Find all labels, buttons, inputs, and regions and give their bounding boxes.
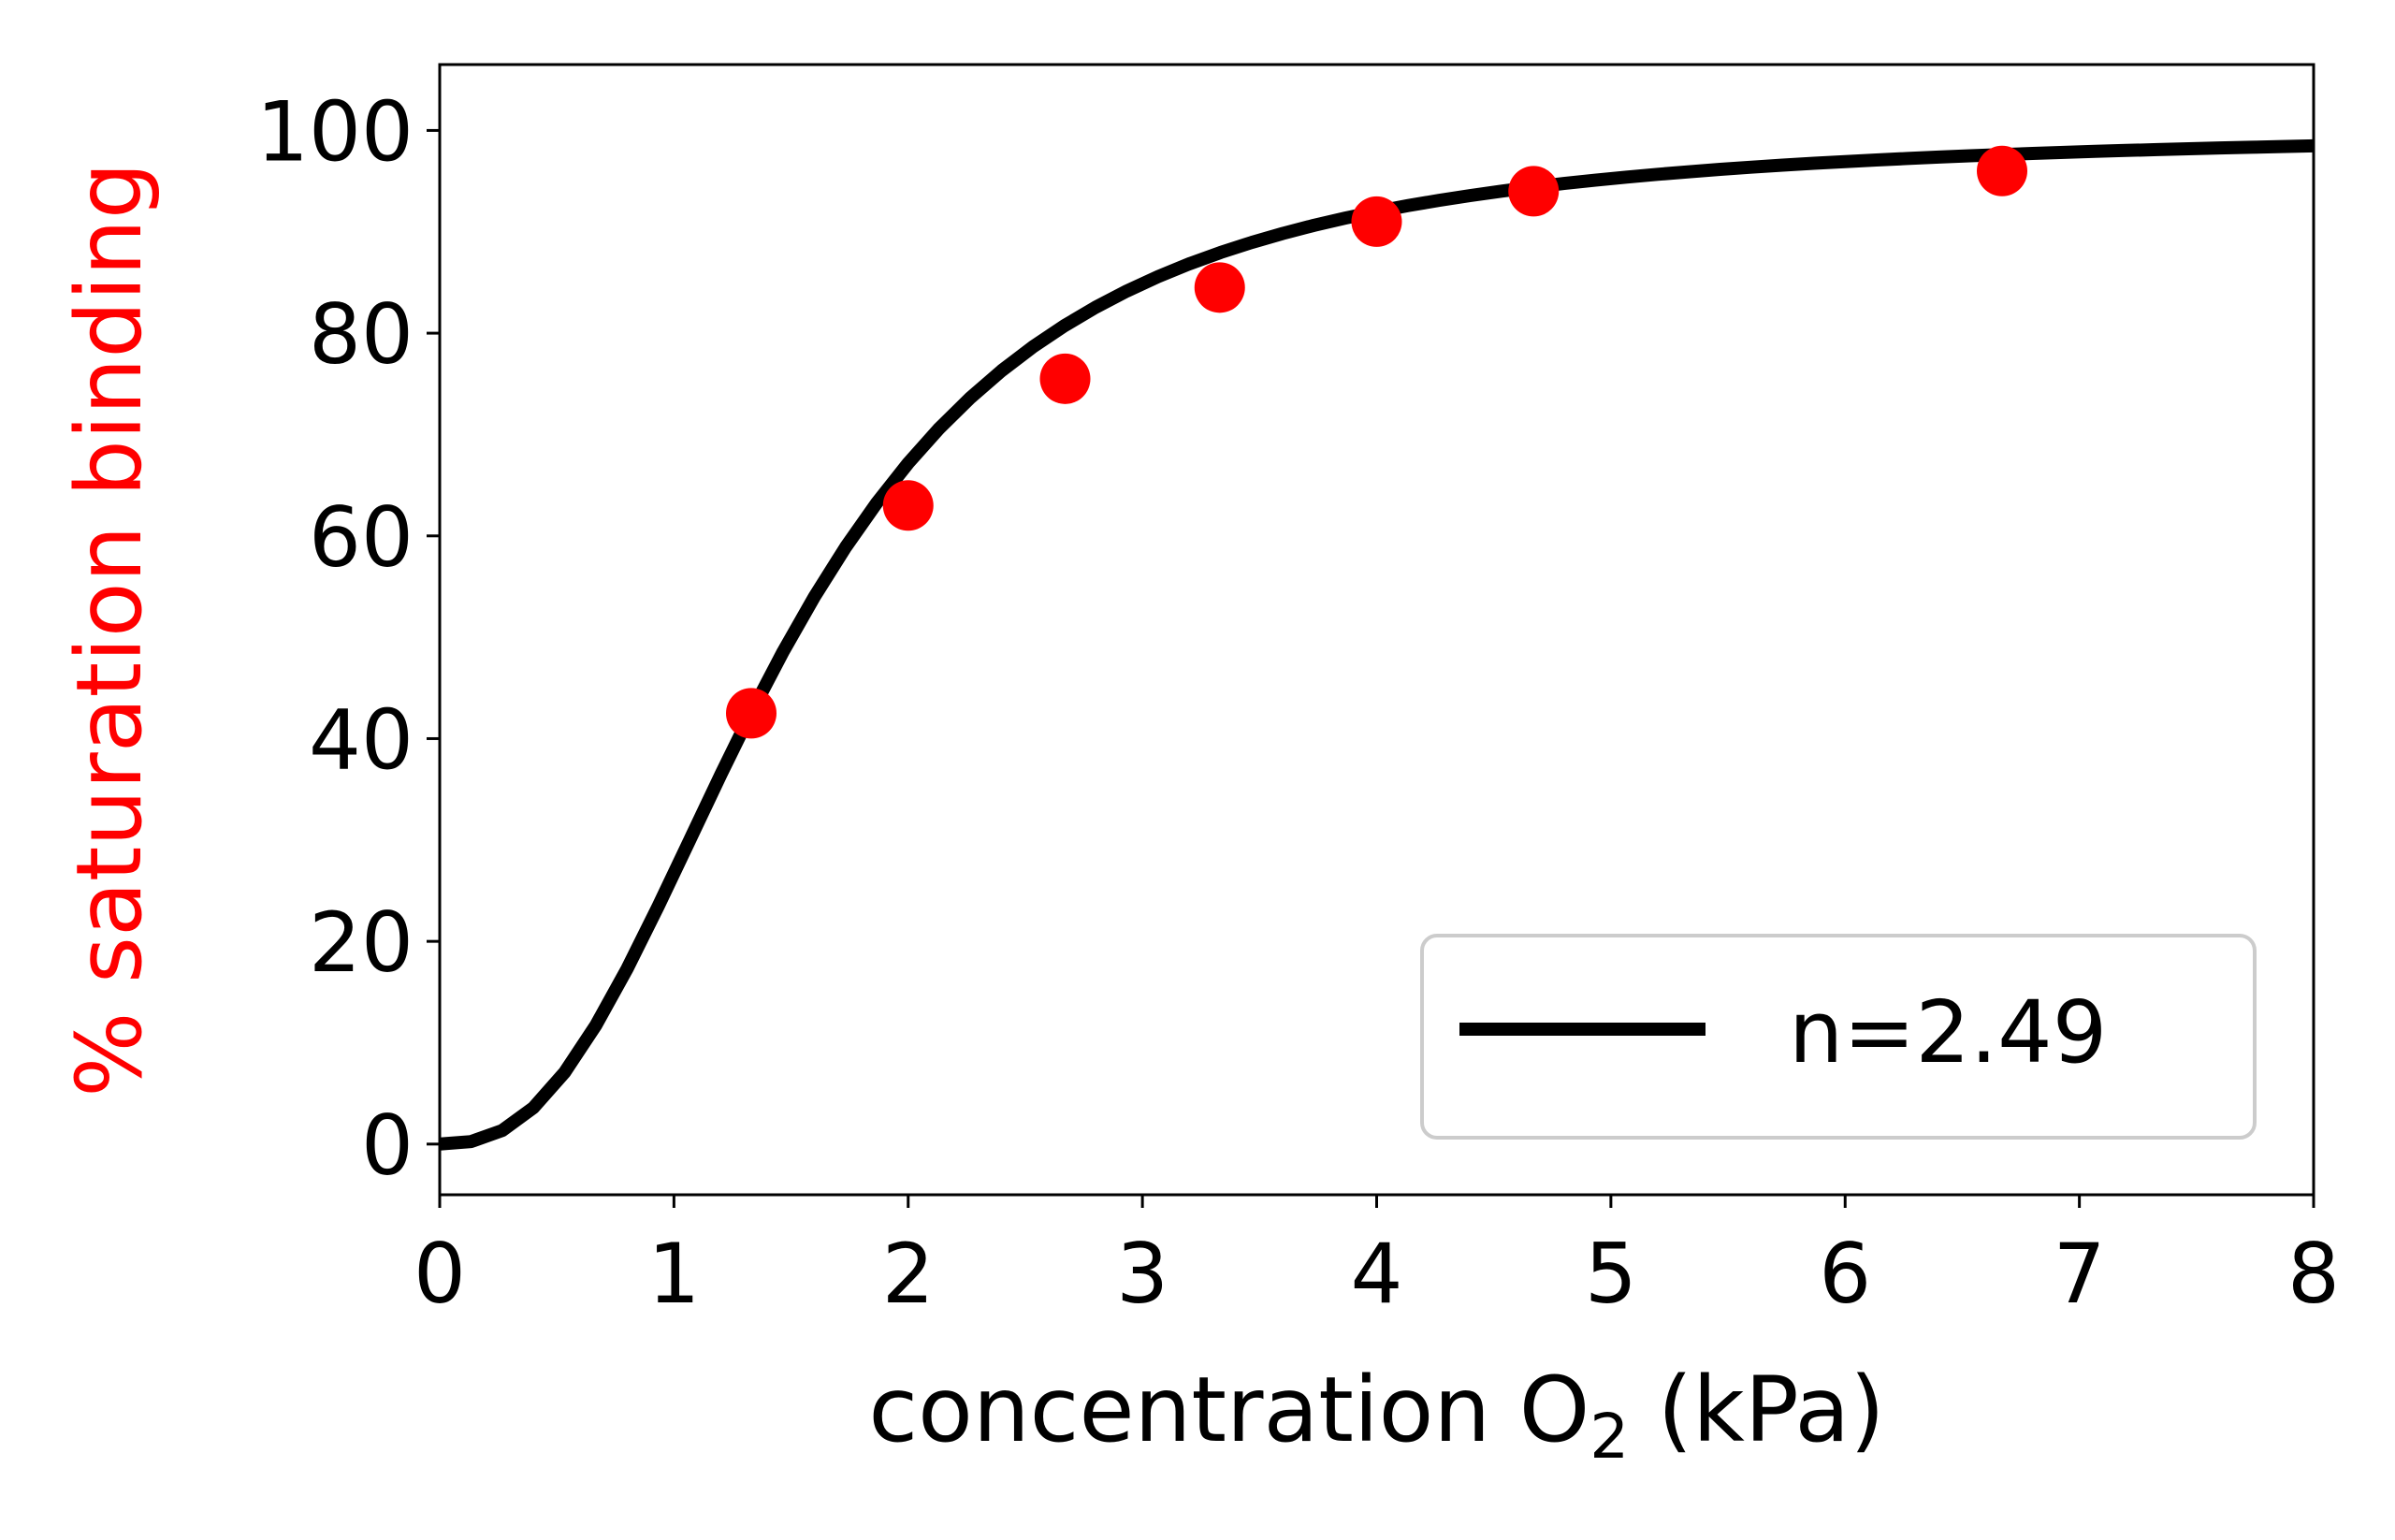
plot-area	[440, 138, 2314, 1151]
data-point	[1039, 353, 1091, 404]
legend-box	[1420, 934, 2257, 1140]
y-tick-label: 20	[309, 894, 414, 991]
x-tick-label: 4	[1351, 1226, 1403, 1322]
y-tick-label: 60	[309, 489, 414, 586]
legend: n=2.49	[1420, 934, 2257, 1140]
data-point	[1194, 262, 1245, 313]
data-point	[1508, 166, 1560, 217]
x-tick-label: 7	[2054, 1226, 2106, 1322]
x-tick-label: 6	[1819, 1226, 1871, 1322]
x-tick-label: 2	[882, 1226, 935, 1322]
x-axis: 0 1 2 3 4 5 6 7 8	[414, 1195, 2340, 1322]
x-axis-label-unit: (kPa)	[1629, 1358, 1884, 1462]
x-tick-label: 1	[647, 1226, 700, 1322]
x-tick-label: 5	[1585, 1226, 1637, 1322]
data-point	[725, 688, 777, 739]
y-tick-label: 80	[309, 286, 414, 383]
x-axis-label-subscript: 2	[1589, 1401, 1629, 1473]
y-tick-label: 40	[309, 691, 414, 788]
y-tick-label: 0	[361, 1097, 414, 1194]
x-tick-label: 0	[414, 1226, 466, 1322]
data-points	[725, 145, 2028, 739]
data-point	[882, 480, 934, 531]
x-tick-label: 8	[2287, 1226, 2340, 1322]
y-axis: 0 20 40 60 80 100	[256, 83, 440, 1194]
data-point	[1351, 196, 1402, 247]
data-point	[1977, 145, 2028, 196]
x-tick-label: 3	[1116, 1226, 1168, 1322]
legend-label: n=2.49	[1789, 982, 2107, 1082]
x-axis-label: concentration O2 (kPa)	[868, 1358, 1884, 1473]
y-tick-label: 100	[256, 83, 414, 180]
y-axis-label: % saturation binding	[57, 162, 162, 1097]
